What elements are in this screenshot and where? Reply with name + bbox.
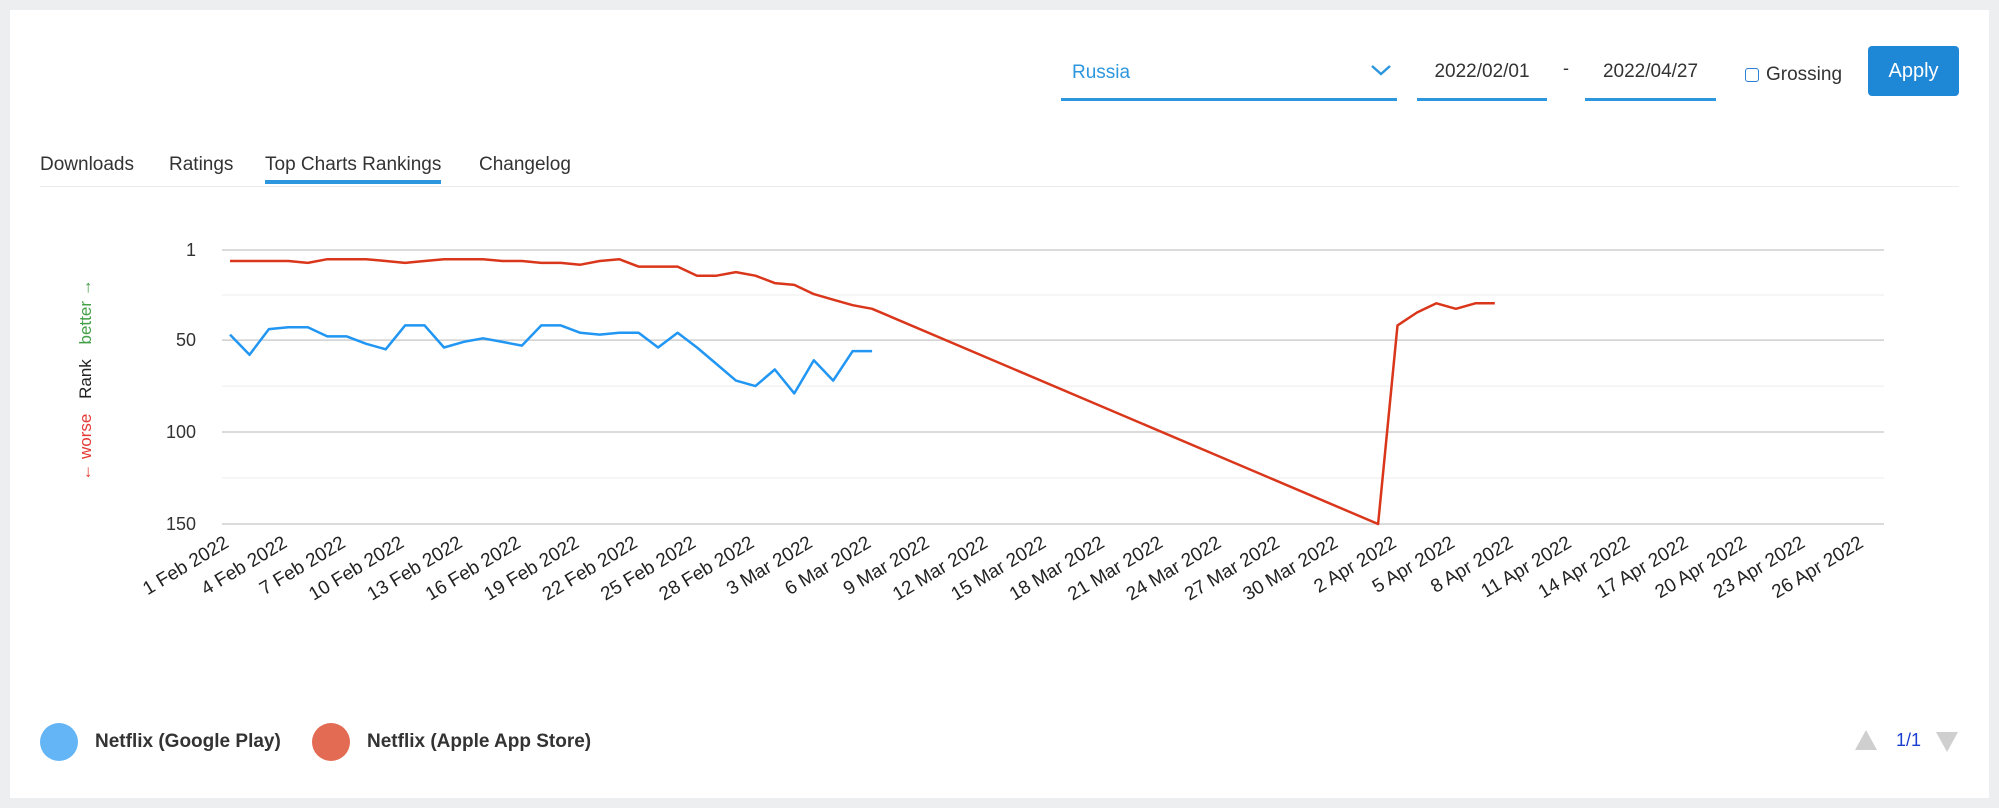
country-select[interactable]: Russia (1061, 46, 1397, 101)
y-label-rank: Rank (76, 359, 95, 399)
legend-dot-google-play (40, 723, 78, 761)
series-line-app-store (230, 257, 1495, 526)
tab-ratings[interactable]: Ratings (169, 154, 234, 175)
date-separator: - (1563, 58, 1569, 78)
tab-changelog[interactable]: Changelog (479, 154, 571, 175)
y-axis-label: ← worse Rank better → (76, 279, 95, 480)
legend-item-google-play[interactable]: Netflix (Google Play) (40, 723, 281, 761)
y-tick-label: 100 (166, 422, 196, 442)
legend-label: Netflix (Google Play) (95, 731, 281, 752)
y-label-better: better → (76, 279, 95, 344)
y-tick-label: 50 (176, 330, 196, 350)
card (10, 10, 1989, 798)
country-value: Russia (1072, 62, 1131, 83)
y-label-worse: ← worse (76, 414, 95, 481)
legend-label: Netflix (Apple App Store) (367, 731, 592, 752)
tab-top-charts-rankings[interactable]: Top Charts Rankings (265, 154, 442, 184)
tab-bar: Downloads Ratings Top Charts Rankings Ch… (40, 150, 1959, 187)
apply-button[interactable]: Apply (1868, 46, 1959, 96)
y-tick-label: 150 (166, 514, 196, 534)
chevron-down-icon (1371, 65, 1391, 76)
date-to-input[interactable]: 2022/04/27 (1585, 46, 1716, 101)
series-line-google-play (229, 324, 873, 395)
grossing-label: Grossing (1766, 64, 1843, 85)
page-up-icon[interactable] (1855, 730, 1877, 750)
tab-downloads[interactable]: Downloads (40, 154, 134, 175)
grossing-checkbox[interactable] (1745, 68, 1759, 82)
legend-item-app-store[interactable]: Netflix (Apple App Store) (312, 723, 592, 761)
pagination: 1/1 (1855, 730, 1971, 754)
date-from-input[interactable]: 2022/02/01 (1417, 46, 1547, 101)
page-down-icon[interactable] (1936, 732, 1958, 752)
chart-series (229, 257, 1495, 526)
page-indicator: 1/1 (1896, 730, 1922, 750)
grossing-toggle[interactable]: Grossing (1745, 64, 1842, 86)
y-tick-label: 1 (186, 240, 196, 260)
legend-dot-app-store (312, 723, 350, 761)
